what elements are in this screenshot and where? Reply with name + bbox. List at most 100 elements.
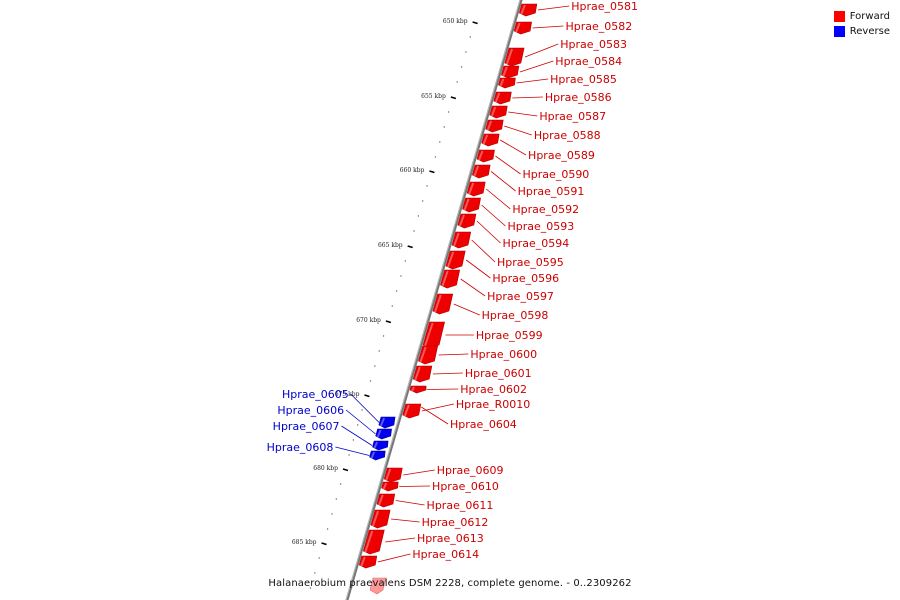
scale-tick xyxy=(407,245,413,249)
gene-leader-line xyxy=(341,425,373,446)
scale-minor-tick xyxy=(374,365,376,367)
scale-minor-tick xyxy=(460,66,463,68)
gene-arrow xyxy=(376,493,396,508)
scale-tick xyxy=(429,170,435,174)
gene-highlight xyxy=(414,366,421,381)
gene-leader-line xyxy=(465,259,491,279)
scale-minor-tick xyxy=(404,260,407,262)
gene-arrow xyxy=(519,3,538,17)
gene-label: Hprae_0607 xyxy=(273,420,340,433)
scale-minor-tick xyxy=(413,230,415,232)
gene-arrow xyxy=(381,481,399,492)
gene-highlight xyxy=(376,429,382,438)
gene-arrow xyxy=(513,21,532,35)
gene-label: Hprae_0596 xyxy=(492,272,559,285)
gene-arrow-partial xyxy=(369,577,387,595)
scale-tick xyxy=(364,394,370,398)
gene-highlight xyxy=(364,530,374,553)
scale-minor-tick xyxy=(369,380,372,382)
gene-leader-line xyxy=(471,239,496,263)
gene-highlight xyxy=(478,150,484,161)
gene-label: Hprae_0610 xyxy=(432,480,499,493)
gene-leader-line xyxy=(421,406,449,425)
gene-highlight xyxy=(371,510,380,527)
scale-minor-tick xyxy=(318,557,320,559)
gene-arrow xyxy=(362,529,385,555)
gene-arrow xyxy=(358,555,378,569)
gene-highlight xyxy=(382,482,388,490)
gene-label: Hprae_0592 xyxy=(512,203,579,216)
genome-caption: Halanaerobium praevalens DSM 2228, compl… xyxy=(268,578,632,589)
gene-arrow xyxy=(409,385,427,394)
reverse-swatch-icon xyxy=(833,26,845,37)
gene-arrow xyxy=(504,47,525,67)
gene-leader-line xyxy=(495,155,521,175)
gene-label: Hprae_0591 xyxy=(518,185,585,198)
gene-label: Hprae_0582 xyxy=(565,20,632,33)
scale-tick xyxy=(385,320,392,324)
gene-highlight xyxy=(499,78,505,87)
gene-leader-line xyxy=(438,353,469,356)
scale-minor-tick xyxy=(426,185,428,187)
gene-label: Hprae_0597 xyxy=(487,290,554,303)
gene-arrow xyxy=(378,416,396,429)
scale-minor-tick xyxy=(443,126,445,128)
scale-label: 660 kbp xyxy=(400,167,425,174)
gene-label: Hprae_0613 xyxy=(417,532,484,545)
scale-minor-tick xyxy=(391,305,393,307)
scale-minor-tick xyxy=(339,483,342,485)
gene-arrow xyxy=(369,450,386,461)
gene-label: Hprae_0614 xyxy=(412,548,479,561)
gene-label: Hprae_0599 xyxy=(476,329,543,342)
gene-arrow xyxy=(498,77,516,89)
legend-label-reverse: Reverse xyxy=(849,26,890,37)
gene-highlight xyxy=(520,4,526,15)
gene-label: Hprae_0585 xyxy=(550,73,617,86)
gene-label: Hprae_0583 xyxy=(560,38,627,51)
scale-minor-tick xyxy=(469,36,471,38)
gene-leader-line xyxy=(460,278,486,297)
gene-arrow xyxy=(445,250,466,270)
gene-label: Hprae_0595 xyxy=(497,256,564,269)
gene-leader-line xyxy=(476,220,501,244)
scale-minor-tick xyxy=(331,513,333,515)
scale-label: 670 kbp xyxy=(356,317,381,324)
gene-highlight xyxy=(360,556,366,567)
gene-label: Hprae_0590 xyxy=(523,168,590,181)
legend-label-forward: Forward xyxy=(849,11,890,22)
gene-highlight xyxy=(378,494,384,506)
gene-arrow xyxy=(462,197,481,213)
gene-arrow xyxy=(412,365,433,383)
gene-arrow xyxy=(489,105,508,119)
gene-arrow xyxy=(432,293,454,315)
gene-label: Hprae_0604 xyxy=(450,418,517,431)
scale-minor-tick xyxy=(326,528,329,530)
gene-leader-line xyxy=(391,518,420,523)
gene-highlight xyxy=(411,386,415,392)
gene-highlight xyxy=(463,198,470,211)
scale-label: 655 kbp xyxy=(421,93,446,100)
gene-label: Hprae_0594 xyxy=(503,237,570,250)
gene-highlight xyxy=(403,404,410,417)
gene-label: Hprae_0586 xyxy=(545,91,612,104)
scale-minor-tick xyxy=(357,424,359,426)
gene-highlight xyxy=(515,22,521,33)
gene-leader-line xyxy=(427,388,459,390)
scale-minor-tick xyxy=(335,498,337,500)
gene-arrow xyxy=(372,440,389,451)
scale-label: 665 kbp xyxy=(378,242,403,249)
gene-label: Hprae_0612 xyxy=(422,516,489,529)
scale-minor-tick xyxy=(439,141,441,143)
gene-arrow xyxy=(501,65,520,79)
gene-label: Hprae_0581 xyxy=(571,0,638,13)
gene-leader-line xyxy=(385,537,416,543)
gene-label: Hprae_0611 xyxy=(427,499,494,512)
gene-arrow xyxy=(466,181,486,197)
gene-leader-line xyxy=(453,303,480,316)
gene-leader-line xyxy=(403,469,435,476)
scale-minor-tick xyxy=(348,454,350,456)
gene-leader-line xyxy=(499,139,527,156)
gene-highlight xyxy=(494,92,501,103)
gene-leader-line xyxy=(335,446,370,456)
gene-label: Hprae_0601 xyxy=(465,367,532,380)
